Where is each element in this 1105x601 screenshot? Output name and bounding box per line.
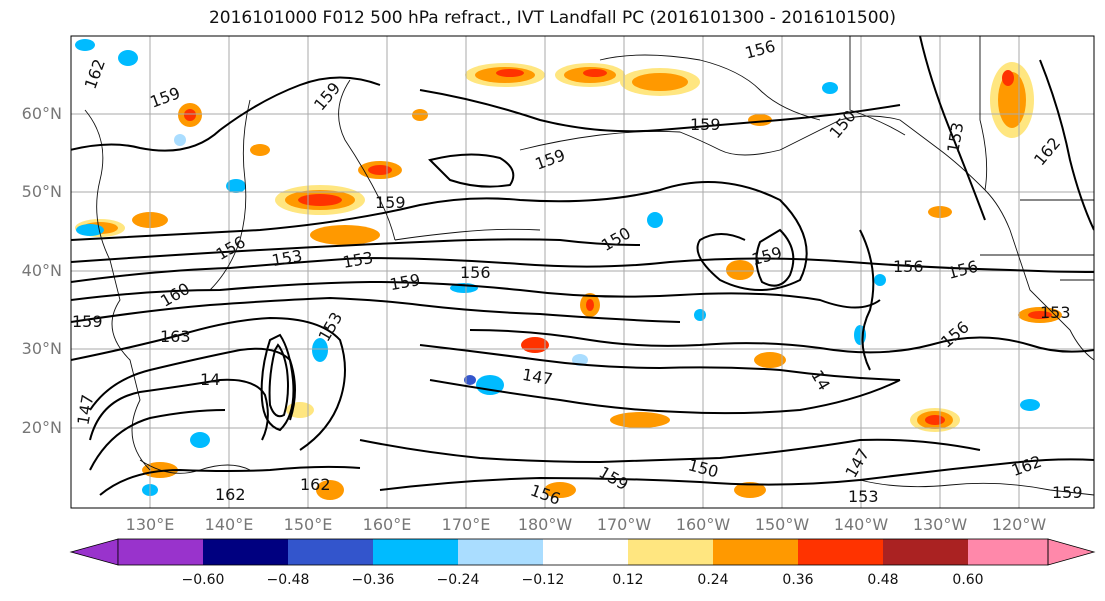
colorbar-swatch [373,539,458,565]
colorbar-swatch [968,539,1048,565]
lon-label: 150°W [754,515,810,534]
colorbar-tick-label: −0.36 [351,572,395,588]
colorbar-tick-label: −0.48 [266,572,310,588]
contour-label: 156 [893,257,924,276]
colorbar-tick-label: 0.48 [867,572,899,588]
lon-label: 180°W [517,515,573,534]
colorbar-swatch [543,539,628,565]
contour-label: 14 [200,370,220,389]
contour-label: 159 [375,193,406,212]
colorbar-swatch [118,539,203,565]
lat-label: 50°N [21,182,62,201]
colorbar [69,538,1096,566]
contour-label: 156 [460,263,491,282]
colorbar-tick-label: 0.60 [952,572,984,588]
colorbar-tick-label: 0.36 [782,572,814,588]
colorbar-outline [117,538,1049,566]
lon-label: 130°W [912,515,968,534]
lon-label: 160°E [362,515,412,534]
map-plot-area: 162 159 159 156 159 150 159 153 162 159 … [71,36,1094,508]
contour-label: 159 [72,312,103,331]
colorbar-max-arrow [1047,538,1096,566]
colorbar-swatch [458,539,543,565]
coastlines [84,36,1094,496]
map-title: 2016101000 F012 500 hPa refract., IVT La… [208,8,896,28]
map-frame [70,35,1095,509]
colorbar-swatch [798,539,883,565]
colorbar-swatch [713,539,798,565]
graticule [71,36,1094,508]
colorbar-swatch [203,539,288,565]
contour-label: 159 [690,115,721,134]
lat-label: 20°N [21,418,62,437]
lon-label: 130°E [125,515,175,534]
colorbar-swatch [288,539,373,565]
lat-label: 60°N [21,104,62,123]
contour-label: 163 [160,327,191,346]
lat-label: 40°N [21,261,62,280]
lon-label: 160°W [675,515,731,534]
colorbar-tick-label: −0.24 [436,572,480,588]
refractivity-anomaly-fill [75,39,1062,500]
lon-label: 120°W [991,515,1047,534]
colorbar-tick-label: −0.12 [521,572,565,588]
lon-label: 170°W [596,515,652,534]
colorbar-swatch [883,539,968,565]
colorbar-min-arrow [69,538,119,566]
colorbar-tick-label: −0.60 [181,572,225,588]
lon-label: 150°E [283,515,333,534]
refractivity-contours [71,36,1094,496]
contour-label: 162 [215,485,246,504]
colorbar-tick-label: 0.12 [612,572,644,588]
lat-label: 30°N [21,339,62,358]
lon-label: 140°W [833,515,889,534]
contour-label: 153 [1040,303,1071,322]
colorbar-swatch [628,539,713,565]
colorbar-tick-label: 0.24 [697,572,729,588]
lon-label: 170°E [441,515,491,534]
lon-label: 140°E [204,515,254,534]
contour-label: 153 [848,487,879,506]
contour-label: 159 [1052,483,1083,502]
contour-label: 162 [300,475,331,494]
